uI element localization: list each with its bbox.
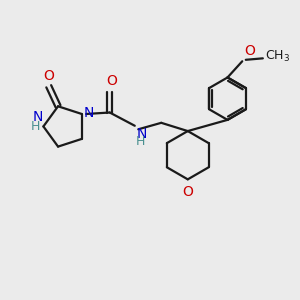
Text: N: N [84,106,94,119]
Text: O: O [182,185,193,199]
Text: O: O [244,44,255,58]
Text: N: N [32,110,43,124]
Text: H: H [136,135,146,148]
Text: O: O [43,69,54,83]
Text: O: O [106,74,117,88]
Text: H: H [31,120,40,133]
Text: CH$_3$: CH$_3$ [265,49,290,64]
Text: N: N [136,127,147,141]
